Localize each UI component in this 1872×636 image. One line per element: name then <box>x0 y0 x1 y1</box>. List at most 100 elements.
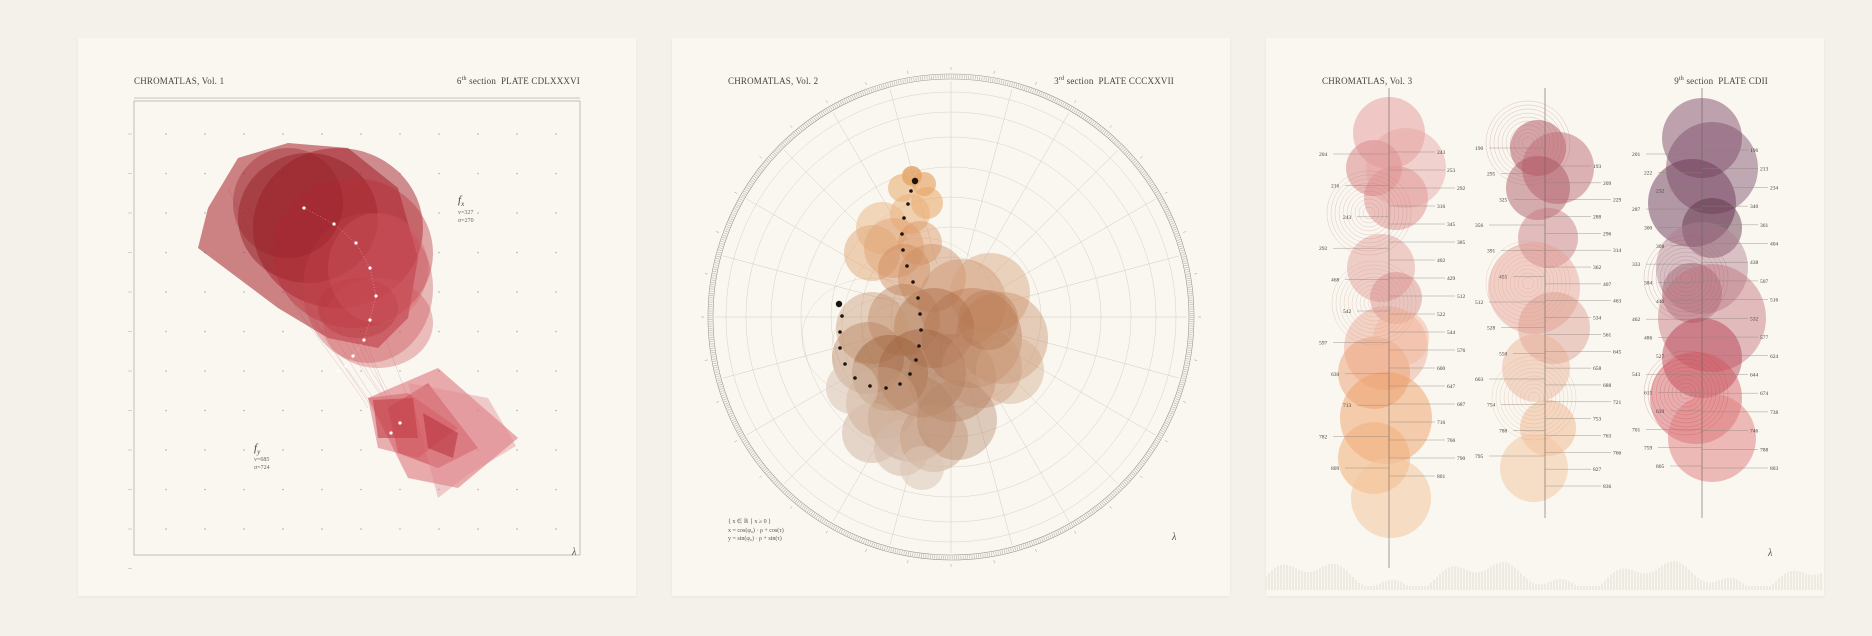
bubble <box>1522 132 1594 204</box>
polar-spoke <box>722 255 898 304</box>
grid-dot <box>243 370 245 372</box>
grid-dot <box>438 172 440 175</box>
grid-dot <box>516 488 518 491</box>
value-label: 361 <box>1760 223 1769 229</box>
grid-dot <box>243 488 245 491</box>
plate-label: 6th section PLATE CDLXXXVI <box>456 76 580 86</box>
value-label: 512 <box>1457 294 1466 300</box>
bubble <box>898 244 966 312</box>
path-dot <box>838 346 842 350</box>
polar-spoke <box>722 330 898 379</box>
bubble <box>1662 263 1722 323</box>
grid-dot <box>477 172 479 175</box>
value-label: 325 <box>1499 197 1508 203</box>
value-label: 234 <box>1770 185 1779 191</box>
grid-dot <box>438 528 440 530</box>
value-label: 645 <box>1613 349 1622 355</box>
ring <box>1491 355 1577 441</box>
value-label: 542 <box>1343 309 1352 315</box>
value-label: 701 <box>1632 427 1641 433</box>
grid-dot <box>555 172 557 175</box>
value-label: 253 <box>1447 168 1456 174</box>
bubble <box>1351 458 1431 538</box>
bubble <box>894 288 974 368</box>
volume-title: CHROMATLAS, Vol. 2 <box>728 76 819 86</box>
value-label: 429 <box>1447 276 1456 282</box>
grid-dot <box>282 488 284 491</box>
bubble <box>917 380 997 460</box>
polar-spoke <box>1004 255 1180 304</box>
grid-dot <box>555 251 557 254</box>
ring <box>1334 178 1404 248</box>
plate-label: 9th section PLATE CDII <box>1674 76 1768 86</box>
value-label: 314 <box>1613 248 1622 254</box>
rim-tick <box>993 560 995 564</box>
value-label: 782 <box>1319 435 1328 441</box>
grid-dot <box>321 133 323 135</box>
ring <box>1501 116 1555 170</box>
bubble <box>868 284 940 356</box>
grid-dot <box>516 449 518 451</box>
grid-dot <box>399 370 401 372</box>
value-label: 624 <box>1770 354 1779 360</box>
path-dot <box>900 232 904 236</box>
ring <box>1489 104 1567 182</box>
lambda-mark: λ <box>1172 532 1177 543</box>
ring <box>1350 194 1388 232</box>
value-label: 333 <box>1632 262 1641 268</box>
formula-block: { x ∈ ℝ ∣ x ≥ 0 } x = cos(φ₀) · ρ + cos(… <box>728 519 784 542</box>
bubble <box>826 362 878 414</box>
rim-tick <box>790 506 793 509</box>
grid-dot <box>165 172 167 175</box>
path-markers <box>302 206 402 435</box>
ring <box>1501 256 1555 310</box>
value-label: 639 <box>1656 409 1665 415</box>
value-label: 713 <box>1343 403 1352 409</box>
grid-dot <box>555 370 557 372</box>
rim-tick <box>907 70 909 74</box>
value-label: 688 <box>1603 383 1612 389</box>
grid-dot <box>243 528 245 530</box>
polar-spoke <box>964 88 1013 264</box>
grid-dot <box>477 251 479 254</box>
grid-dot <box>321 449 323 451</box>
path-trace <box>303 207 377 372</box>
grid-dot <box>399 528 401 530</box>
value-label: 658 <box>1593 366 1602 372</box>
rim-tick <box>1164 440 1168 443</box>
ring <box>1497 112 1559 174</box>
grid-dot <box>516 330 518 333</box>
ring <box>1355 284 1393 322</box>
ring <box>1326 170 1412 256</box>
value-label: 753 <box>1593 417 1602 423</box>
grid-dot <box>243 291 245 293</box>
bubble <box>942 328 1022 408</box>
value-labels: 204 216 243 292 468 542 597 630 713 782 809 243 253 2… <box>1319 146 1779 490</box>
path-dot <box>906 202 910 206</box>
grid-dot <box>477 370 479 372</box>
rim-tick <box>759 475 762 478</box>
value-label: 647 <box>1447 384 1456 390</box>
ring <box>1363 292 1385 314</box>
bubble <box>1373 310 1429 366</box>
value-label: 790 <box>1457 456 1466 462</box>
grid-dot <box>321 409 323 412</box>
plate-1-artwork <box>128 97 581 569</box>
value-label: 196 <box>1750 148 1759 154</box>
bubble <box>1500 434 1568 502</box>
grid-dot <box>360 488 362 491</box>
grid-dot <box>516 528 518 530</box>
bubble <box>878 329 966 417</box>
value-label: 809 <box>1331 466 1340 472</box>
bubble <box>1668 394 1756 482</box>
bubble <box>922 288 1022 388</box>
polar-spoke <box>989 355 1119 485</box>
rim-tick <box>704 359 708 361</box>
outer-rim <box>707 73 1195 561</box>
rim-tick <box>1074 530 1077 534</box>
ring <box>1519 383 1549 413</box>
polar-spoke <box>1004 330 1180 379</box>
value-label: 463 <box>1613 299 1622 305</box>
value-label: 222 <box>1644 170 1653 176</box>
ring <box>1647 239 1725 317</box>
